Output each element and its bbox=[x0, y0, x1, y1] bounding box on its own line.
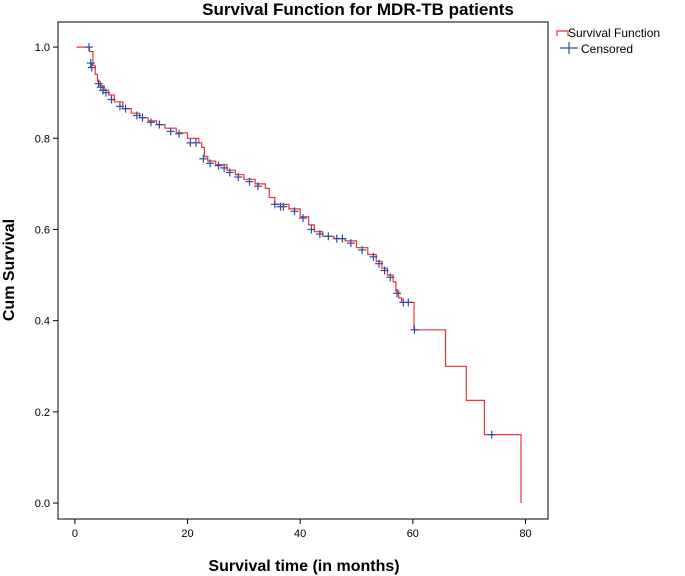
x-tick-label: 80 bbox=[519, 528, 531, 540]
censored-point bbox=[166, 127, 175, 136]
censored-point bbox=[338, 234, 347, 243]
x-tick-label: 20 bbox=[181, 528, 193, 540]
x-tick-label: 40 bbox=[294, 528, 306, 540]
y-axis-label: Cum Survival bbox=[1, 219, 18, 321]
censored-markers bbox=[84, 43, 496, 439]
censored-point bbox=[121, 104, 130, 113]
chart-legend: Survival Function Censored bbox=[556, 26, 660, 56]
censored-point bbox=[132, 111, 141, 120]
y-tick-label: 0.6 bbox=[35, 224, 50, 236]
censored-point bbox=[107, 95, 116, 104]
chart-title: Survival Function for MDR-TB patients bbox=[202, 0, 514, 19]
censored-point bbox=[315, 230, 324, 239]
censored-point bbox=[358, 245, 367, 254]
censored-point bbox=[487, 430, 496, 439]
y-tick-label: 0.4 bbox=[35, 316, 50, 328]
y-axis: 0.0 0.2 0.4 0.6 0.8 1.0 bbox=[35, 42, 58, 510]
censored-point bbox=[375, 259, 384, 268]
x-tick-label: 0 bbox=[72, 528, 78, 540]
censored-point bbox=[404, 298, 413, 307]
x-axis-label: Survival time (in months) bbox=[208, 558, 399, 575]
censored-point bbox=[386, 273, 395, 282]
censored-point bbox=[191, 138, 200, 147]
x-axis: 0 20 40 60 80 bbox=[72, 519, 532, 540]
y-tick-label: 1.0 bbox=[35, 42, 50, 54]
censored-point bbox=[175, 129, 184, 138]
legend-censored-label: Censored bbox=[581, 42, 633, 56]
censored-point bbox=[279, 202, 288, 211]
x-tick-label: 60 bbox=[407, 528, 419, 540]
censored-point bbox=[234, 173, 243, 182]
y-tick-label: 0.0 bbox=[35, 498, 50, 510]
legend-survival-swatch bbox=[556, 30, 569, 36]
legend-survival-label: Survival Function bbox=[568, 26, 660, 40]
censored-point bbox=[87, 63, 96, 72]
censored-point bbox=[346, 239, 355, 248]
censored-point bbox=[199, 154, 208, 163]
survival-function-line bbox=[76, 46, 522, 503]
censored-point bbox=[84, 43, 93, 52]
censored-point bbox=[324, 232, 333, 241]
censored-point bbox=[307, 225, 316, 234]
censored-point bbox=[299, 214, 307, 223]
censored-point bbox=[369, 252, 378, 261]
y-tick-label: 0.2 bbox=[35, 407, 50, 419]
censored-point bbox=[115, 102, 124, 111]
censored-point bbox=[214, 161, 223, 170]
censored-point bbox=[270, 200, 279, 209]
censored-point bbox=[155, 120, 164, 129]
censored-point bbox=[380, 266, 389, 275]
censored-point bbox=[410, 325, 419, 334]
censored-point bbox=[138, 113, 147, 122]
censored-point bbox=[290, 207, 299, 216]
censored-point bbox=[101, 88, 110, 97]
censored-point bbox=[86, 59, 95, 68]
censored-point bbox=[220, 163, 229, 172]
censored-point bbox=[225, 168, 234, 177]
plot-frame bbox=[57, 21, 549, 520]
censored-point bbox=[146, 118, 155, 127]
censored-point bbox=[393, 289, 402, 298]
censored-point bbox=[206, 159, 215, 168]
censored-point bbox=[253, 182, 262, 191]
censored-point bbox=[245, 177, 254, 186]
y-tick-label: 0.8 bbox=[35, 133, 50, 145]
